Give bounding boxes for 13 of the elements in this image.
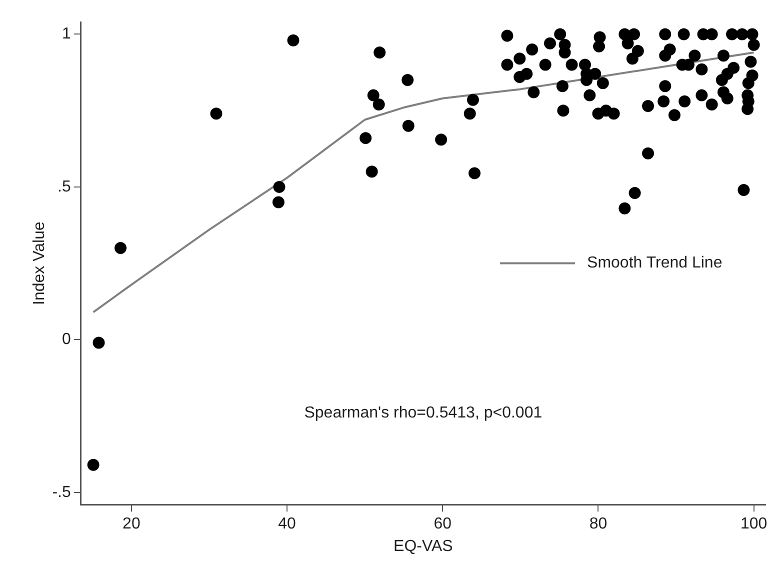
x-tick-label: 60: [434, 516, 452, 533]
y-tick-label: 1: [62, 26, 71, 43]
y-tick-label: -.5: [52, 484, 71, 501]
x-axis-title: EQ-VAS: [394, 538, 453, 555]
x-tick-label: 40: [278, 516, 296, 533]
y-axis-title: Index Value: [31, 222, 48, 305]
x-tick-label: 20: [122, 516, 140, 533]
x-tick-label: 80: [589, 516, 608, 533]
y-tick-label: .5: [58, 178, 71, 196]
annotation: Spearman's rho=0.5413, p<0.001: [304, 404, 542, 422]
y-tick-label: 0: [62, 331, 71, 348]
legend-label: Smooth Trend Line: [587, 254, 722, 272]
x-tick-label: 100: [740, 516, 768, 533]
